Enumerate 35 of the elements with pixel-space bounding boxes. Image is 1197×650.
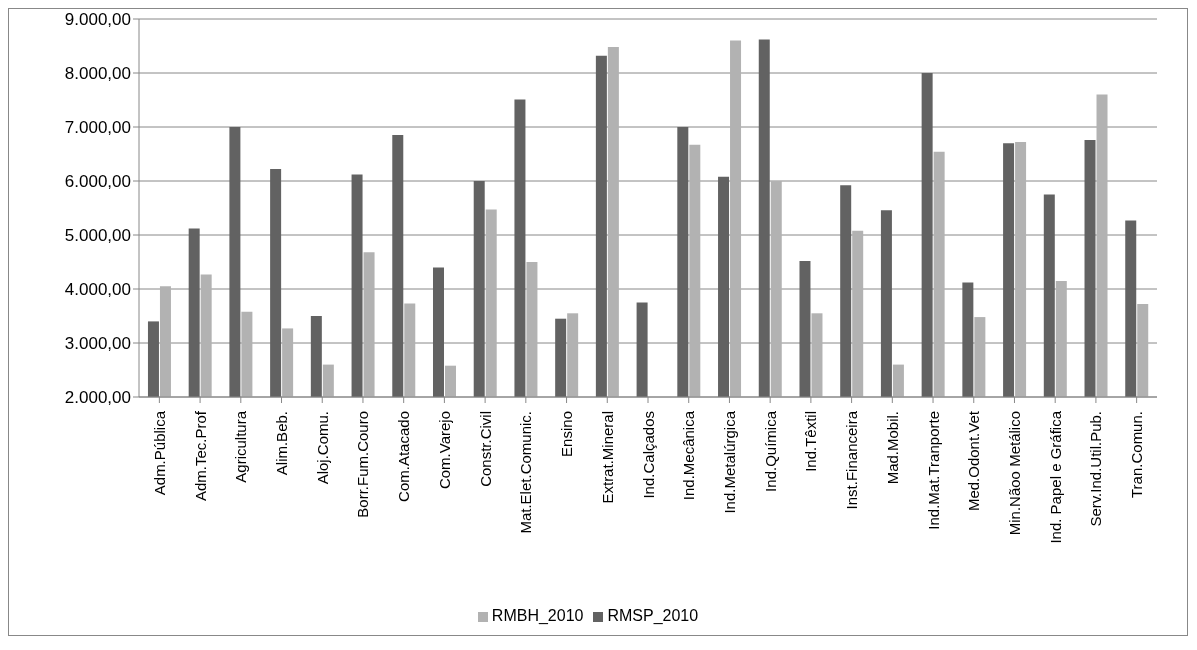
y-tick-label: 7.000,00 [64,118,131,138]
x-tick-label: Mat.Elet.Comunic. [517,411,535,534]
x-tick-label: Ind. Papel e Gráfica [1046,410,1064,544]
x-tick-label: Ind.Metalúrgica [720,410,738,514]
x-tick-label: Com.Atacado [395,411,413,502]
x-tick-label: Med.Odont.Vet [965,410,983,512]
x-tick-label: Alim.Beb. [273,411,291,476]
x-tick-label: Ensino [558,411,576,457]
x-tick-label: Agricultura [232,410,250,483]
x-tick-label: Ind.Têxtil [802,411,820,472]
x-tick-label: Inst.Financeira [843,410,861,510]
y-tick-label: 6.000,00 [64,172,131,192]
x-tick-label: Adm.Tec.Prof [191,410,209,502]
x-tick-label: Serv.Ind.Util.Pub. [1087,411,1105,527]
y-tick-label: 5.000,00 [64,226,131,246]
legend-label: RMSP_2010 [607,607,699,624]
y-tick-label: 2.000,00 [64,388,131,408]
x-tick-label: Aloj.Comu. [313,411,331,485]
x-tick-label: Constr.Civil [476,411,494,487]
x-tick-label: Borr.Fum.Couro [354,411,372,518]
x-tick-label: Extrat.Mineral [598,411,616,504]
y-tick-label: 3.000,00 [64,334,131,354]
legend-label: RMBH_2010 [491,607,584,624]
x-tick-label: Tran.Comun. [1128,411,1146,498]
x-tick-label: Mad.Mobil. [883,411,901,485]
y-tick-label: 9.000,00 [64,10,131,30]
x-tick-label: Ind.Mecânica [680,410,698,501]
y-tick-label: 8.000,00 [64,64,131,84]
x-tick-label: Ind.Calçados [639,411,657,499]
y-tick-label: 4.000,00 [64,280,131,300]
x-tick-label: Ind.Química [761,410,779,492]
x-tick-label: Ind.Mat.Tranporte [924,411,942,530]
x-tick-label: Com.Varejo [435,411,453,490]
x-tick-label: Adm.Pública [150,410,168,496]
x-tick-label: Min.Nãoo Metálico [1005,411,1023,536]
